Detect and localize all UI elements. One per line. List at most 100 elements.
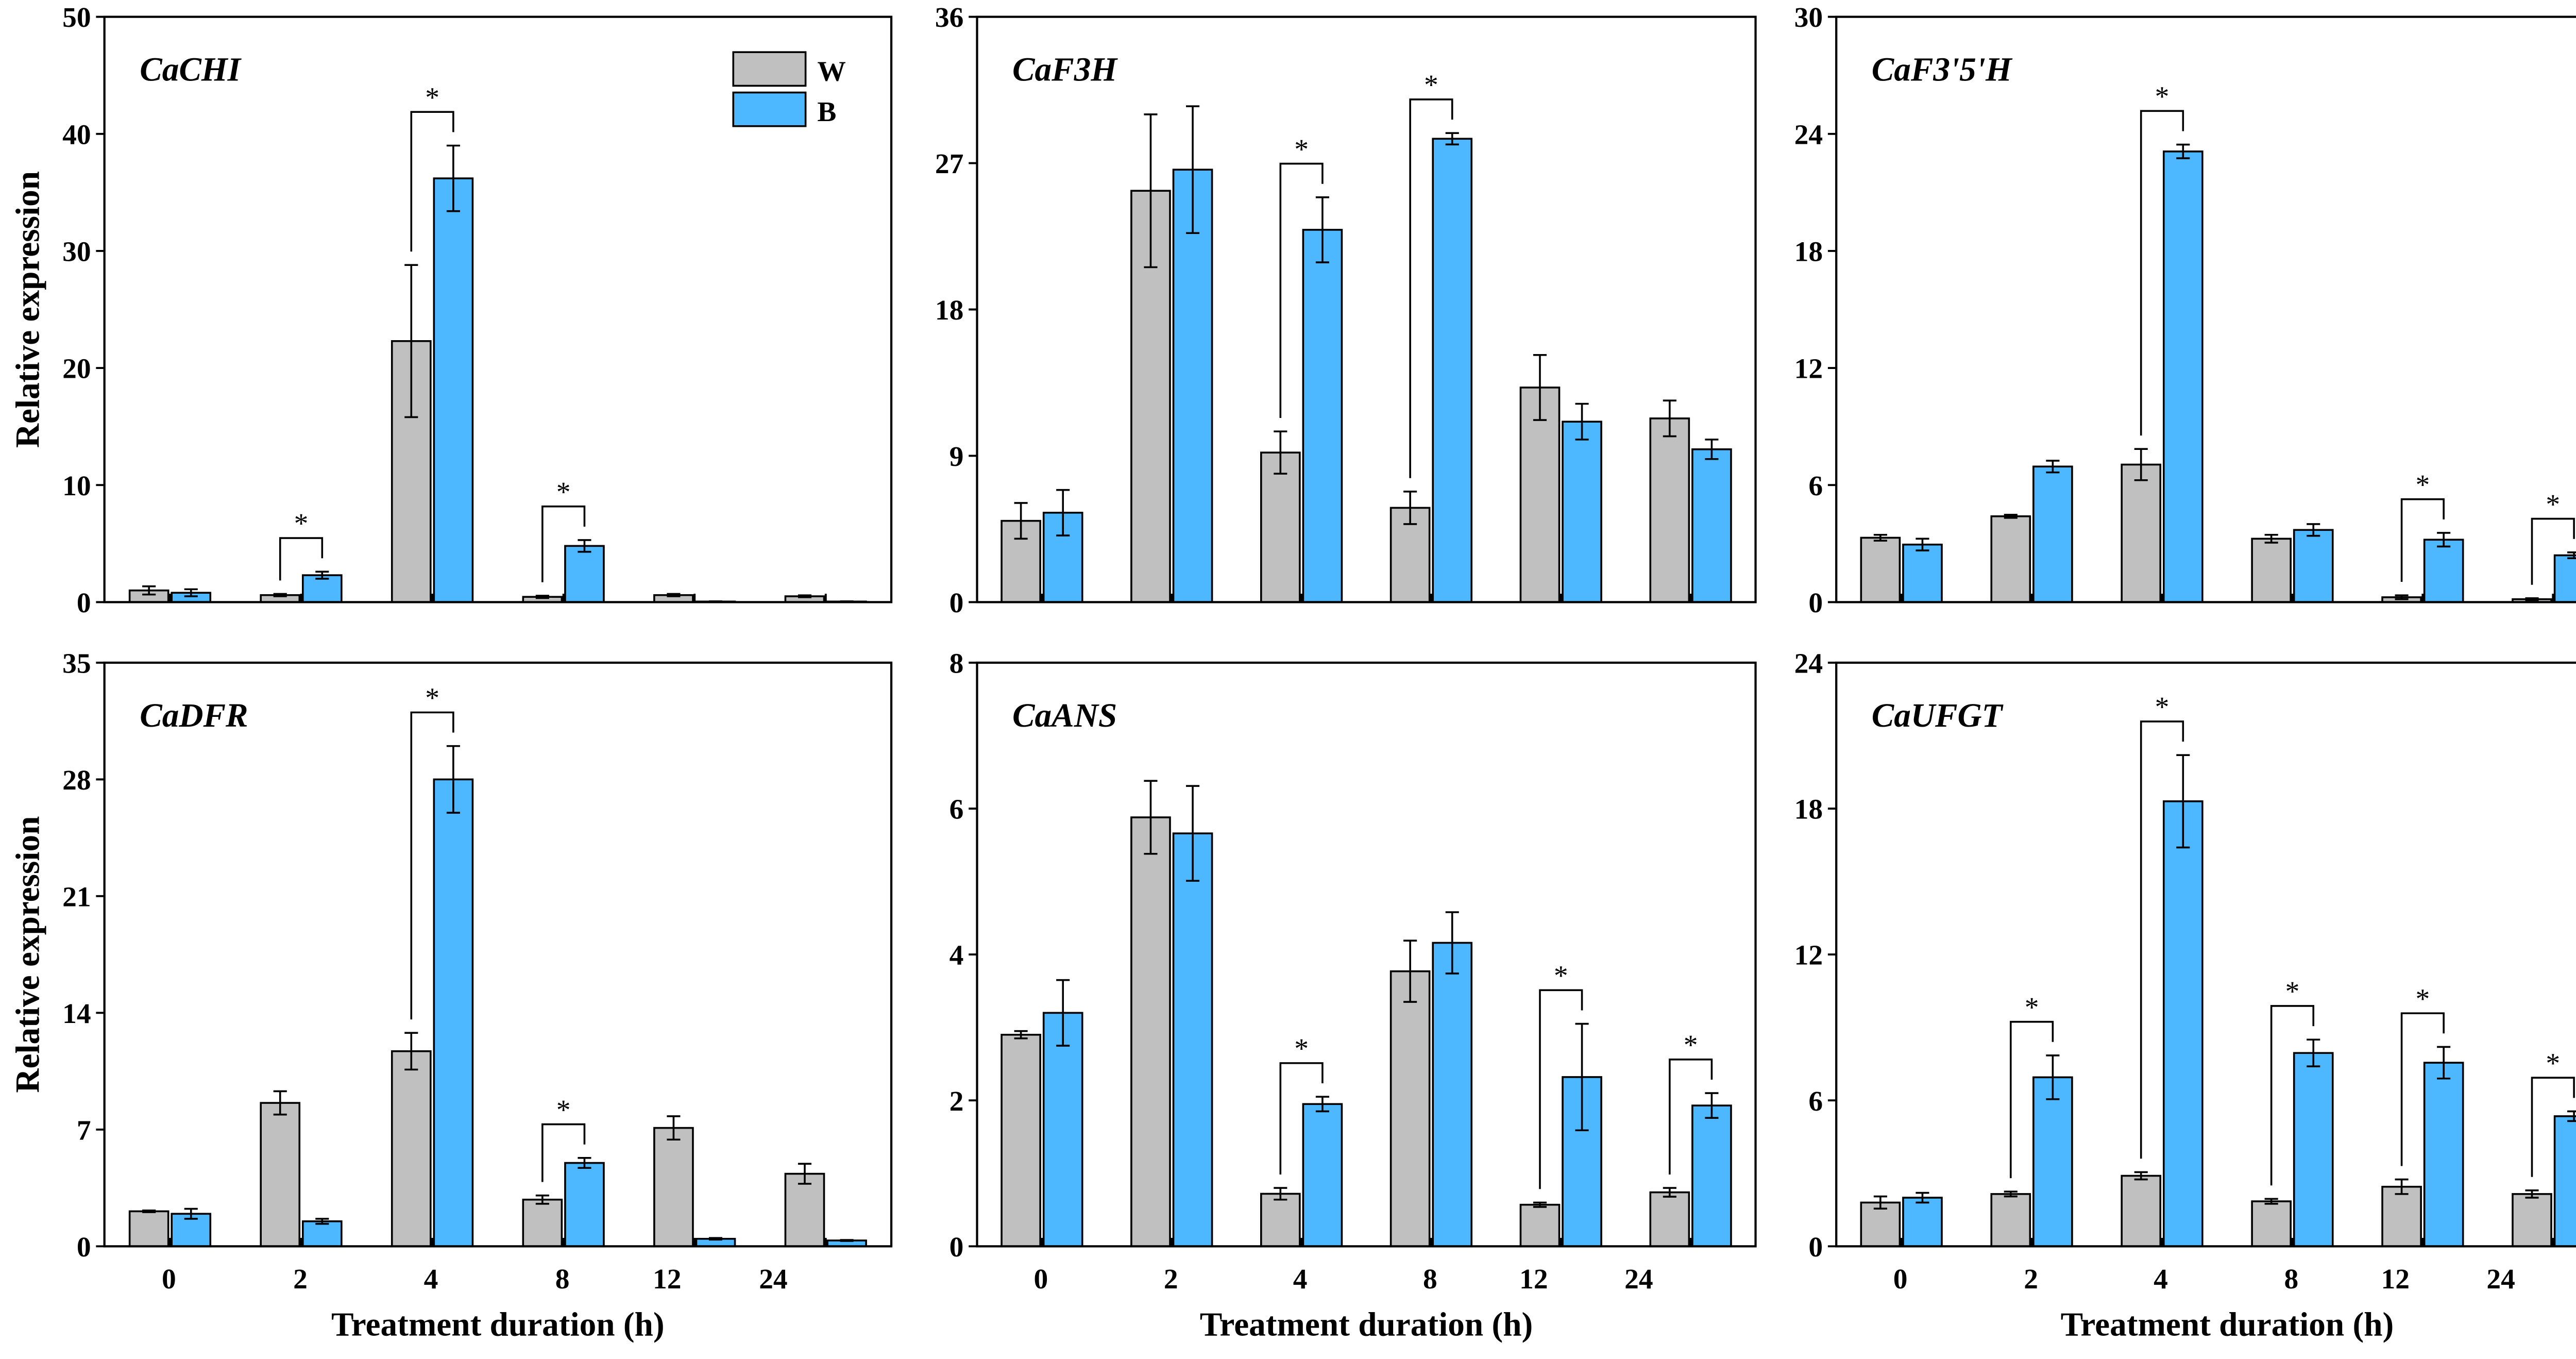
x-axis: 0 2 4 8 12 24 — [1893, 1264, 2515, 1295]
significance-bracket — [2531, 517, 2575, 585]
significance-bracket — [2140, 110, 2184, 436]
y-axis: 0 7 14 21 28 35 — [62, 648, 105, 1263]
error-bar-b — [2307, 523, 2320, 537]
bar-w — [1519, 1203, 1561, 1248]
x-tick-label: 2 — [2024, 1264, 2038, 1295]
bar-w — [1860, 536, 1901, 603]
significance-star: * — [294, 508, 309, 540]
x-tick-label: 4 — [424, 1264, 438, 1295]
panel-title: CaCHI — [140, 52, 242, 89]
y-axis-title: Relative expression — [9, 816, 46, 1093]
y-tick-label: 10 — [62, 471, 91, 502]
x-axis-title: Treatment duration (h) — [331, 1306, 665, 1343]
error-bars — [142, 745, 854, 1242]
bar-b — [564, 545, 605, 603]
error-bars — [142, 144, 854, 603]
bar-w — [1389, 507, 1431, 603]
error-bar-w — [1274, 430, 1287, 475]
error-bar-w — [798, 1163, 812, 1185]
error-bar-b — [2307, 1038, 2320, 1067]
y-tick-label: 18 — [1794, 237, 1823, 268]
error-bar-b — [2176, 754, 2190, 849]
significance-star: * — [1424, 70, 1438, 101]
bar-w — [1649, 1191, 1690, 1248]
y-tick-label: 30 — [1794, 2, 1823, 33]
y-tick-label: 35 — [62, 648, 91, 679]
bar-b — [433, 778, 474, 1248]
error-bar-w — [1403, 939, 1417, 1003]
y-tick-label: 24 — [1794, 119, 1823, 150]
error-bar-b — [1916, 538, 1929, 551]
y-tick-label: 2 — [950, 1086, 964, 1117]
significance-bracket — [2009, 1020, 2054, 1179]
error-bar-w — [2395, 1178, 2409, 1195]
error-bar-b — [2567, 1110, 2576, 1122]
error-bar-b — [1056, 979, 1070, 1047]
x-tick-label: 0 — [1893, 1264, 1908, 1295]
bar-b — [301, 1220, 343, 1248]
error-bar-b — [184, 1207, 198, 1220]
x-tick-label: 8 — [555, 1264, 570, 1295]
bar-w — [2251, 538, 2292, 603]
legend: WB — [732, 51, 846, 128]
plot-frame — [1835, 15, 2576, 603]
error-bar-b — [1056, 489, 1070, 536]
error-bar-w — [1663, 399, 1676, 438]
significance-bracket — [2531, 1077, 2575, 1177]
panel-caf3-5-h: 0 6 12 18 24 30 * * * CaF3'5'H — [1794, 2, 2576, 619]
significance-star: * — [425, 683, 439, 714]
error-bar-b — [1705, 439, 1719, 460]
significance-star: * — [425, 82, 439, 113]
significance-bracket — [2400, 1012, 2445, 1166]
bar-b — [2293, 1052, 2334, 1248]
bar-w — [522, 1198, 563, 1248]
error-bar-b — [1445, 132, 1459, 146]
y-tick-label: 0 — [950, 588, 964, 619]
significance-marks: * * * — [2140, 81, 2575, 585]
bar-w — [2121, 463, 2162, 603]
y-tick-label: 7 — [77, 1115, 91, 1146]
x-axis-title: Treatment duration (h) — [2061, 1306, 2394, 1343]
bar-b — [2553, 554, 2576, 603]
bar-b — [564, 1162, 605, 1248]
significance-bracket — [1279, 1062, 1324, 1175]
y-tick-label: 0 — [77, 588, 91, 619]
bar-w — [391, 1050, 432, 1248]
significance-bracket — [1539, 989, 1583, 1189]
y-tick-label: 12 — [1794, 940, 1823, 971]
bars — [1860, 150, 2576, 603]
y-tick-label: 0 — [1808, 1232, 1823, 1263]
x-axis-title: Treatment duration (h) — [1200, 1306, 1533, 1343]
significance-star: * — [2155, 692, 2170, 723]
x-tick-label: 4 — [2154, 1264, 2168, 1295]
error-bar-w — [404, 264, 418, 418]
y-tick-label: 40 — [62, 119, 91, 150]
y-tick-label: 8 — [950, 648, 964, 679]
significance-bracket — [2140, 720, 2184, 1159]
error-bar-w — [2395, 594, 2409, 600]
significance-star: * — [2285, 976, 2300, 1008]
error-bar-w — [1014, 1030, 1028, 1039]
significance-bracket — [2400, 498, 2445, 582]
significance-bracket — [541, 505, 586, 582]
legend-label-w: W — [817, 56, 845, 88]
bar-b — [1902, 543, 1943, 603]
plot-frame — [976, 15, 1757, 603]
error-bar-w — [798, 594, 812, 598]
y-tick-label: 9 — [950, 441, 964, 473]
y-tick-label: 18 — [1794, 794, 1823, 826]
error-bar-w — [1144, 113, 1158, 269]
bar-w — [1260, 451, 1301, 603]
panel-title: CaANS — [1012, 697, 1117, 734]
y-tick-label: 6 — [1808, 471, 1823, 502]
panel-title: CaF3'5'H — [1872, 52, 2013, 89]
panel-cachi: 0 10 20 30 40 50 * * * CaCHI WB Relative expression — [9, 2, 893, 619]
error-bar-b — [2437, 1046, 2451, 1080]
legend-swatch-b — [732, 91, 807, 127]
error-bar-b — [446, 144, 460, 212]
significance-star: * — [2416, 983, 2430, 1015]
significance-bracket — [1409, 98, 1453, 478]
y-axis-title: Relative expression — [9, 171, 46, 448]
